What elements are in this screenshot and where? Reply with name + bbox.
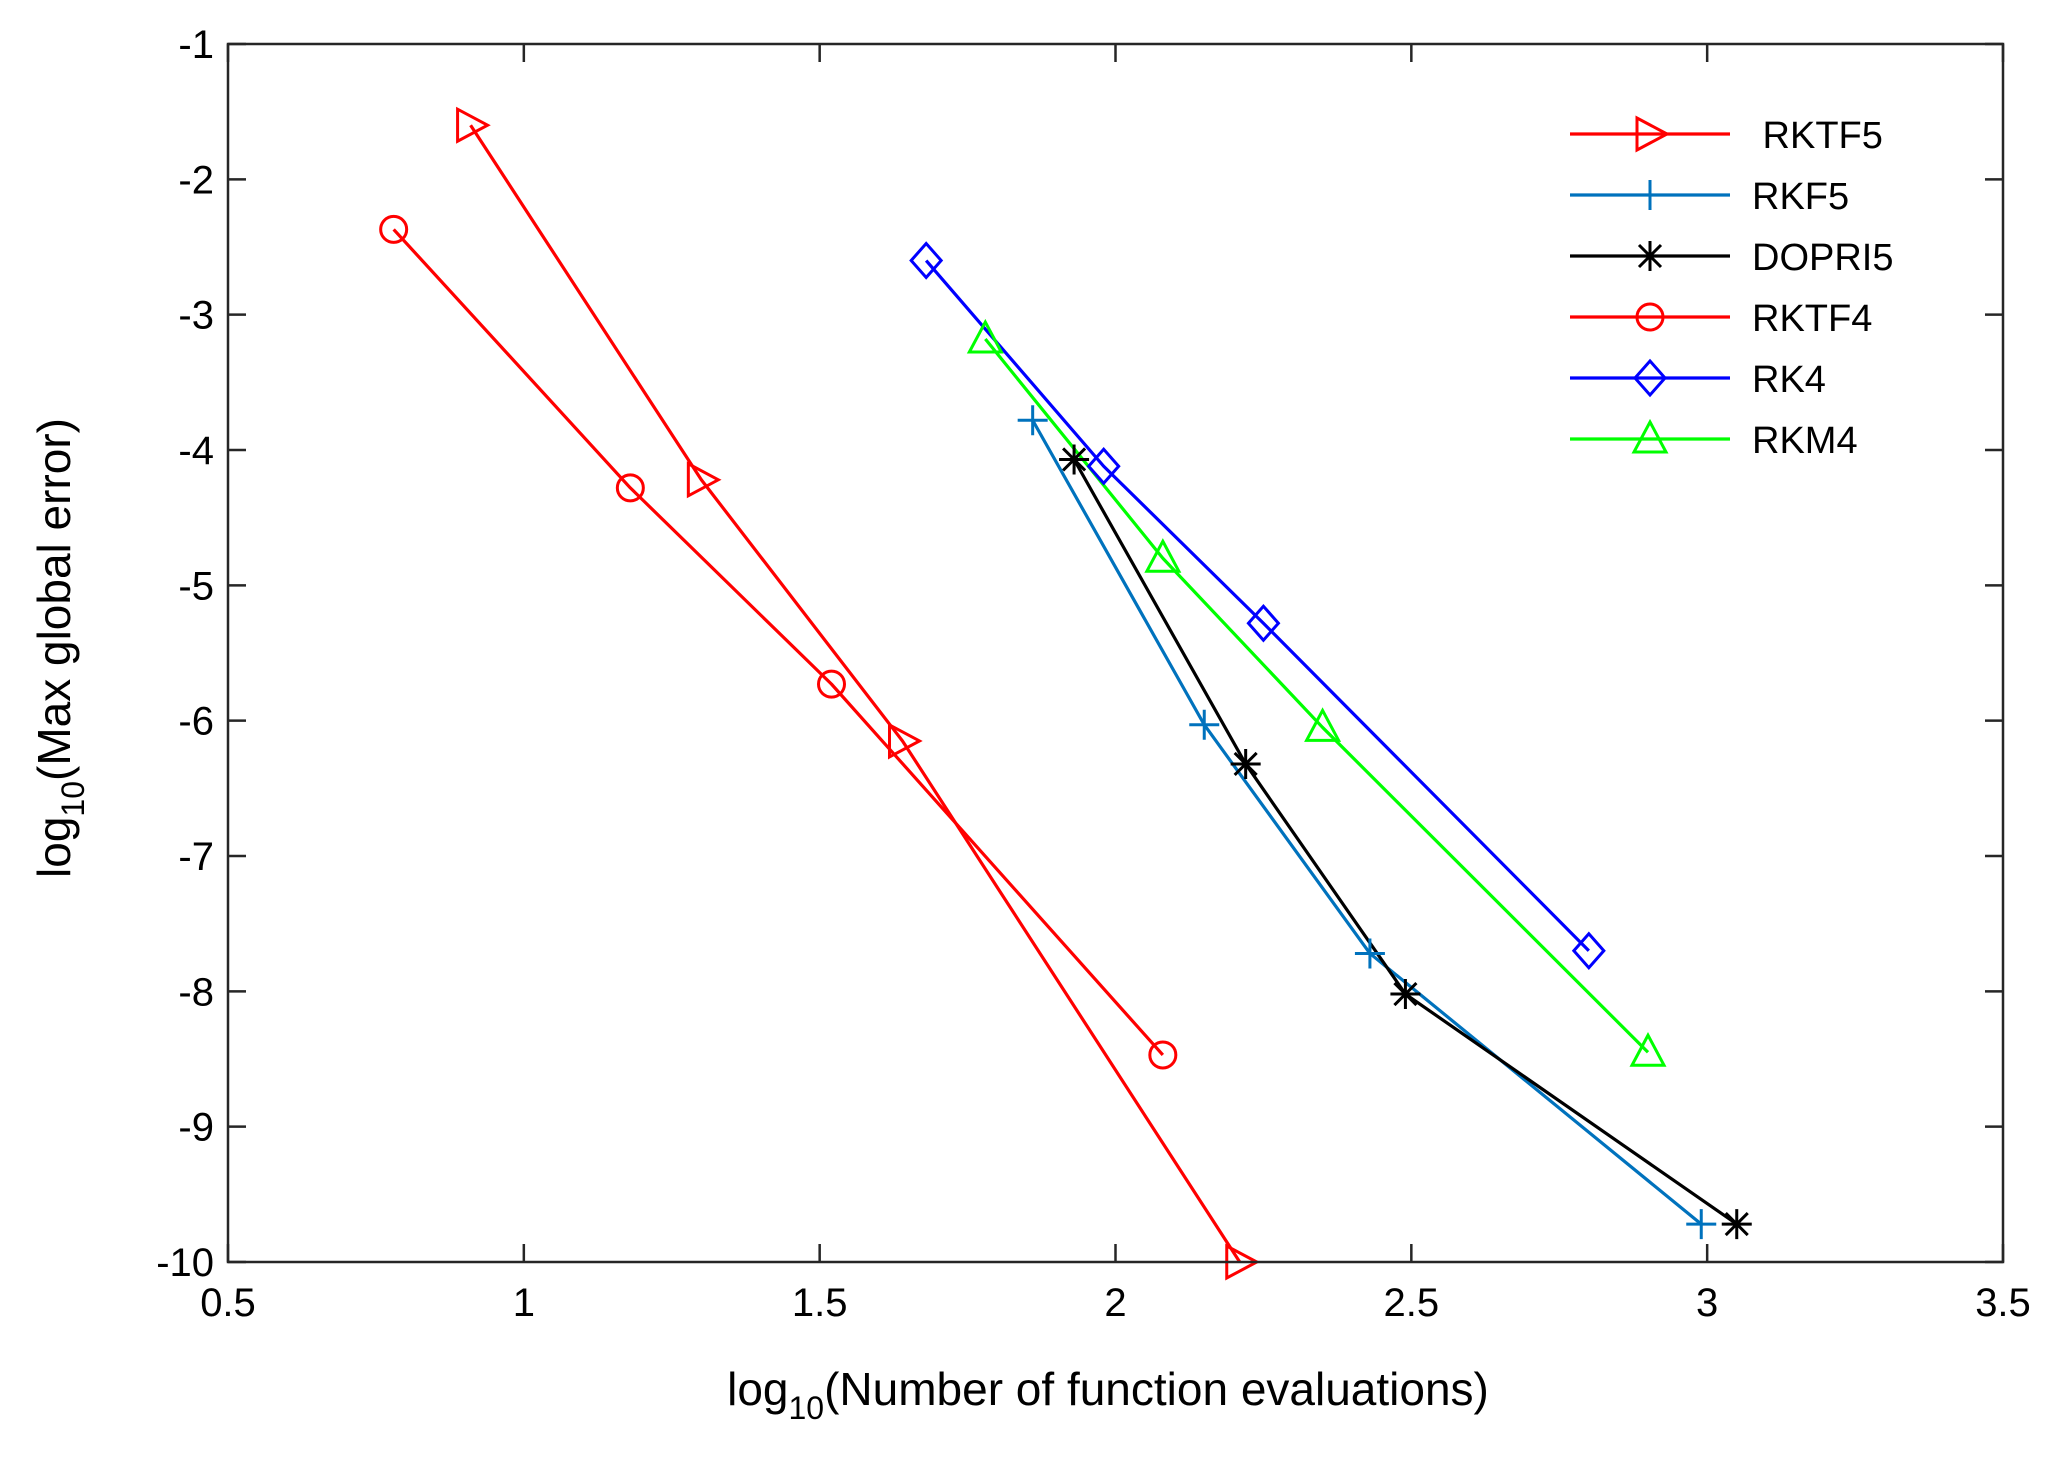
legend-label-rkf5: RKF5 xyxy=(1752,176,1849,218)
series-line-rk4 xyxy=(924,259,1590,952)
data-point-rk4-2 xyxy=(1086,446,1121,486)
data-point-rkm4-1 xyxy=(966,318,1004,354)
data-point-rktf5-2 xyxy=(686,461,722,499)
x-tick-label-3: 2 xyxy=(1104,1281,1126,1325)
data-point-rkf5-1 xyxy=(1017,405,1048,436)
legend-marker-rktf5 xyxy=(1635,115,1671,153)
data-point-rktf5-3 xyxy=(888,722,923,760)
ticks: 0.5 1 1.5 2 2.5 3 3.5 -1 -2 -3 -4 -5 -6 -7 -8 -9 -10 xyxy=(156,23,2031,1325)
data-point-dopri5-4 xyxy=(1721,1209,1752,1240)
series-line-dopri5 xyxy=(1072,458,1738,1226)
x-tick-label-4: 2.5 xyxy=(1384,1281,1440,1325)
legend-label-rkm4: RKM4 xyxy=(1752,420,1858,462)
data-point-rktf4-2 xyxy=(615,473,645,503)
legend-marker-rkf5 xyxy=(1635,180,1665,210)
x-axis-label: log10(Number of function evaluations) xyxy=(727,1363,1489,1426)
data-point-rktf4-1 xyxy=(379,214,409,244)
data-point-rkm4-3 xyxy=(1304,707,1342,742)
series-line-rktf5 xyxy=(469,124,1242,1263)
y-axis-label-subscript: 10 xyxy=(55,781,91,817)
x-axis-label-subscript: 10 xyxy=(789,1390,825,1426)
data-point-rk4-1 xyxy=(909,241,944,280)
data-point-rk4-3 xyxy=(1246,603,1281,643)
legend-marker-rkm4 xyxy=(1631,418,1669,454)
legend: RKTF5 RKF5 DOPRI5 RKTF4 RK4 RKM4 xyxy=(1570,115,1893,462)
series-line-rkf5 xyxy=(1031,419,1703,1226)
data-point-rkf5-3 xyxy=(1354,938,1385,969)
x-tick-label-0: 0.5 xyxy=(200,1281,256,1325)
data-point-rkf5-4 xyxy=(1686,1209,1717,1240)
y-tick-label-3: -4 xyxy=(178,429,214,473)
data-point-dopri5-1 xyxy=(1059,444,1090,475)
x-tick-label-2: 1.5 xyxy=(792,1281,848,1325)
data-point-dopri5-2 xyxy=(1230,748,1261,779)
y-tick-label-1: -2 xyxy=(178,158,214,202)
y-tick-label-8: -9 xyxy=(178,1106,214,1150)
x-tick-label-1: 1 xyxy=(513,1281,535,1325)
data-point-dopri5-3 xyxy=(1390,979,1421,1010)
data-point-rk4-4 xyxy=(1571,931,1606,971)
y-tick-label-4: -5 xyxy=(178,564,214,608)
y-axis-label: log10(Max global error) xyxy=(28,418,91,878)
axes-box xyxy=(226,42,2005,1264)
y-tick-label-7: -8 xyxy=(178,970,214,1014)
plot-area-box xyxy=(226,42,2005,1264)
y-tick-label-6: -7 xyxy=(178,835,214,879)
x-axis-label-text: (Number of function evaluations) xyxy=(824,1363,1489,1415)
y-tick-label-0: -1 xyxy=(178,23,214,67)
data-point-rkm4-4 xyxy=(1629,1032,1667,1067)
data-point-rkf5-2 xyxy=(1189,709,1220,740)
y-tick-label-2: -3 xyxy=(178,294,214,338)
legend-marker-rktf4 xyxy=(1635,302,1665,332)
legend-marker-rk4 xyxy=(1632,358,1668,398)
y-tick-label-9: -10 xyxy=(156,1241,214,1285)
legend-label-rktf4: RKTF4 xyxy=(1752,298,1872,340)
y-tick-label-5: -6 xyxy=(178,700,214,744)
series-markers xyxy=(379,106,1752,1281)
x-axis-label-prefix: log xyxy=(727,1363,788,1415)
x-tick-label-6: 3.5 xyxy=(1975,1281,2031,1325)
data-point-rktf5-1 xyxy=(456,106,491,144)
data-point-rkm4-2 xyxy=(1144,538,1182,573)
y-axis-label-text: (Max global error) xyxy=(28,418,80,781)
legend-label-rktf5: RKTF5 xyxy=(1752,115,1883,157)
legend-label-dopri5: DOPRI5 xyxy=(1752,237,1893,279)
legend-marker-dopri5 xyxy=(1635,241,1665,271)
legend-label-rk4: RK4 xyxy=(1752,359,1826,401)
data-point-rktf4-4 xyxy=(1148,1040,1178,1070)
data-point-rktf4-3 xyxy=(817,669,846,699)
series-lines xyxy=(392,124,1738,1263)
x-tick-label-5: 3 xyxy=(1696,1281,1718,1325)
series-line-rktf4 xyxy=(392,228,1165,1057)
y-axis-label-prefix: log xyxy=(28,817,80,878)
